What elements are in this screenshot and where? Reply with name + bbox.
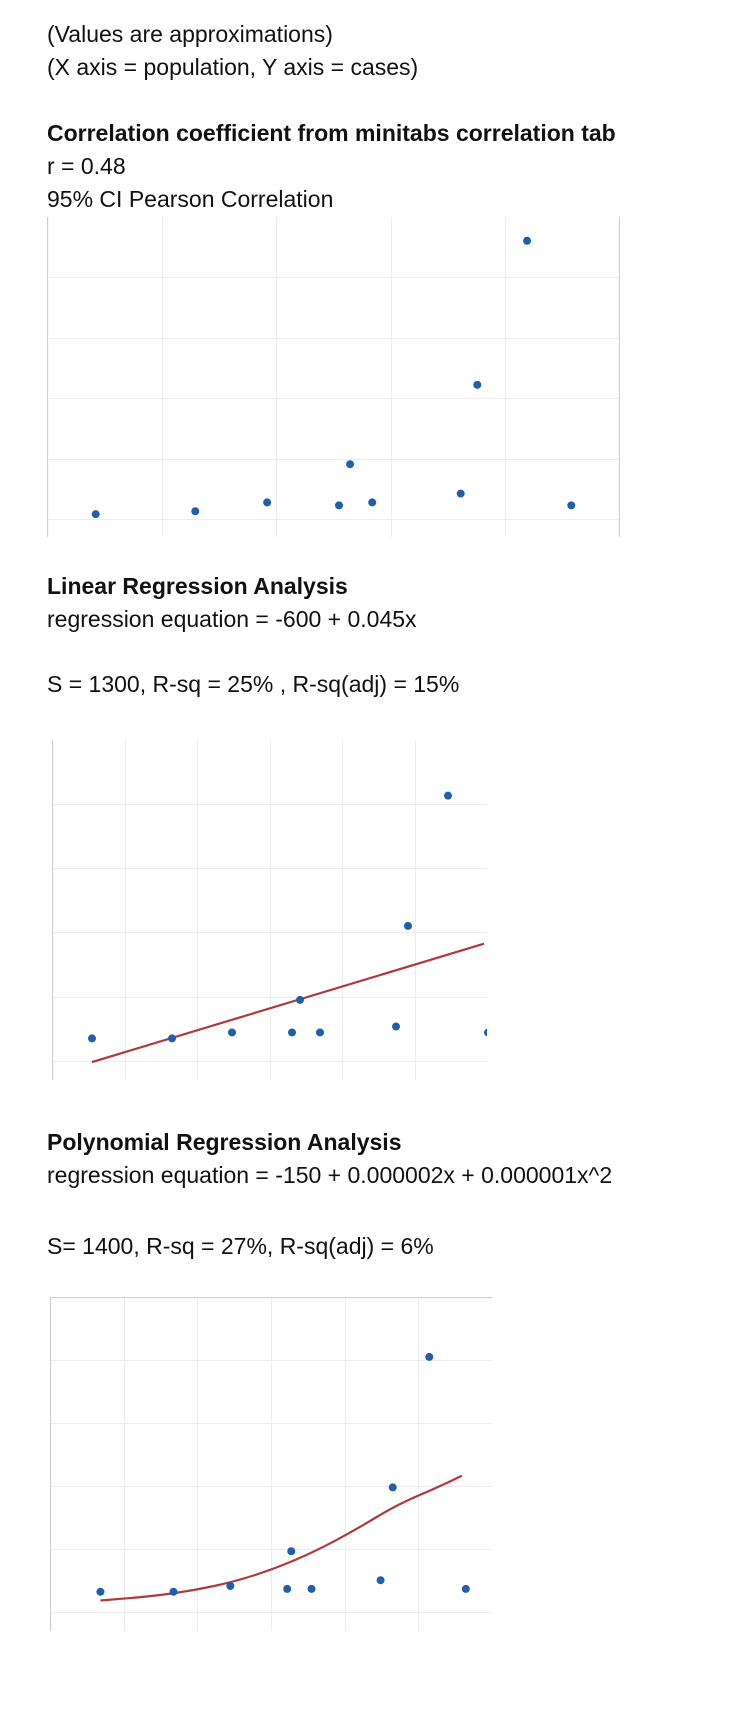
correlation-scatter-plot — [47, 217, 620, 537]
plot-frame — [47, 217, 620, 537]
data-point — [96, 1587, 105, 1596]
data-point — [388, 1483, 397, 1492]
data-point — [456, 489, 465, 498]
data-point — [288, 1028, 296, 1037]
data-point — [392, 1022, 400, 1031]
data-point — [226, 1582, 235, 1590]
plot-frame — [50, 1297, 492, 1631]
data-point — [484, 1028, 487, 1037]
data-point — [346, 460, 355, 469]
axes-note: (X axis = population, Y axis = cases) — [47, 54, 419, 80]
data-point — [473, 380, 482, 389]
linear-title: Linear Regression Analysis — [47, 573, 348, 599]
data-point — [335, 501, 344, 510]
data-point — [461, 1584, 470, 1593]
data-point — [316, 1028, 324, 1037]
data-point — [91, 510, 100, 519]
data-point — [567, 501, 576, 510]
correlation-ci: 95% CI Pearson Correlation — [47, 186, 334, 212]
gridlines — [52, 740, 487, 1080]
data-point — [296, 995, 304, 1004]
data-point — [425, 1352, 434, 1361]
data-point — [283, 1584, 292, 1593]
correlation-title: Correlation coefficient from minitabs co… — [47, 120, 616, 146]
regression-curve — [100, 1474, 463, 1602]
data-point — [523, 236, 532, 245]
linear-stats: S = 1300, R-sq = 25% , R-sq(adj) = 15% — [47, 671, 460, 697]
data-point — [191, 507, 200, 516]
polynomial-stats: S= 1400, R-sq = 27%, R-sq(adj) = 6% — [47, 1233, 434, 1259]
data-point — [404, 921, 412, 930]
polynomial-equation: regression equation = -150 + 0.000002x +… — [47, 1162, 613, 1188]
data-point — [376, 1576, 385, 1585]
correlation-r: r = 0.48 — [47, 153, 126, 179]
data-point — [287, 1547, 296, 1556]
regression-line — [91, 942, 485, 1064]
data-point — [88, 1034, 96, 1043]
data-point — [307, 1584, 316, 1593]
values-note: (Values are approximations) — [47, 21, 333, 47]
gridlines — [50, 1297, 492, 1631]
data-point — [368, 498, 377, 507]
polynomial-regression-plot — [50, 1297, 492, 1631]
data-point — [444, 791, 452, 800]
data-point — [263, 498, 272, 507]
linear-regression-plot — [52, 740, 487, 1080]
data-point — [228, 1028, 236, 1037]
data-point — [168, 1034, 176, 1043]
polynomial-title: Polynomial Regression Analysis — [47, 1129, 402, 1155]
data-point — [169, 1587, 178, 1596]
linear-equation: regression equation = -600 + 0.045x — [47, 606, 417, 632]
gridlines — [47, 217, 620, 537]
